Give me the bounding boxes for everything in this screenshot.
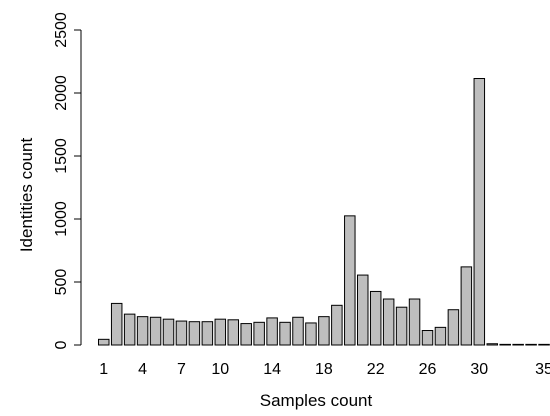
bar-14 <box>266 317 278 346</box>
x-tick-label-30: 30 <box>470 361 488 378</box>
y-tick-label-2000: 2000 <box>53 75 70 111</box>
bar-2 <box>110 302 123 346</box>
x-tick-label-26: 26 <box>419 361 437 378</box>
bar-3 <box>123 313 136 346</box>
y-tick-label-2500: 2500 <box>53 12 70 48</box>
bar-17 <box>305 322 317 346</box>
bar-11 <box>227 319 239 346</box>
y-tick-label-0: 0 <box>53 340 70 349</box>
bar-19 <box>331 304 343 346</box>
y-tick-label-1000: 1000 <box>53 201 70 237</box>
x-tick-label-7: 7 <box>177 361 186 378</box>
bar-1 <box>98 338 110 346</box>
bar-23 <box>382 298 395 346</box>
bar-30 <box>473 78 486 346</box>
bar-10 <box>214 318 227 346</box>
bar-6 <box>162 318 175 346</box>
bar-13 <box>253 321 265 346</box>
bar-25 <box>408 298 421 346</box>
bar-18 <box>318 316 330 346</box>
bar-7 <box>175 320 188 346</box>
x-tick-label-35: 35 <box>535 361 550 378</box>
x-axis-title: Samples count <box>260 391 373 410</box>
bars-group <box>98 78 550 346</box>
bar-22 <box>369 290 382 346</box>
bar-8 <box>188 321 201 346</box>
bar-26 <box>421 330 434 346</box>
bar-29 <box>460 266 473 346</box>
x-tick-label-18: 18 <box>315 361 333 378</box>
x-tick-label-10: 10 <box>211 361 229 378</box>
y-axis: 0 500 1000 1500 2000 2500 <box>53 12 82 349</box>
bar-16 <box>292 316 304 346</box>
x-axis: 1 4 7 10 14 18 22 26 30 35 <box>99 361 550 378</box>
x-tick-label-4: 4 <box>138 361 147 378</box>
bar-28 <box>447 309 460 346</box>
bar-20 <box>344 215 356 346</box>
y-tick-label-500: 500 <box>53 269 70 296</box>
bar-24 <box>395 306 408 346</box>
y-tick-label-1500: 1500 <box>53 138 70 174</box>
bar-34 <box>525 343 537 346</box>
bar-31 <box>486 343 498 346</box>
x-tick-label-1: 1 <box>99 361 108 378</box>
bar-15 <box>279 321 291 346</box>
bar-9 <box>201 321 214 346</box>
bar-12 <box>240 323 252 346</box>
bar-27 <box>434 326 447 346</box>
bar-4 <box>136 316 149 346</box>
x-tick-label-22: 22 <box>367 361 385 378</box>
y-axis-title: Identities count <box>17 138 36 253</box>
bar-35 <box>538 343 550 346</box>
bar-5 <box>149 316 162 346</box>
bar-32 <box>499 343 511 346</box>
x-tick-label-14: 14 <box>263 361 281 378</box>
bar-33 <box>512 343 524 346</box>
bar-21 <box>357 274 369 346</box>
